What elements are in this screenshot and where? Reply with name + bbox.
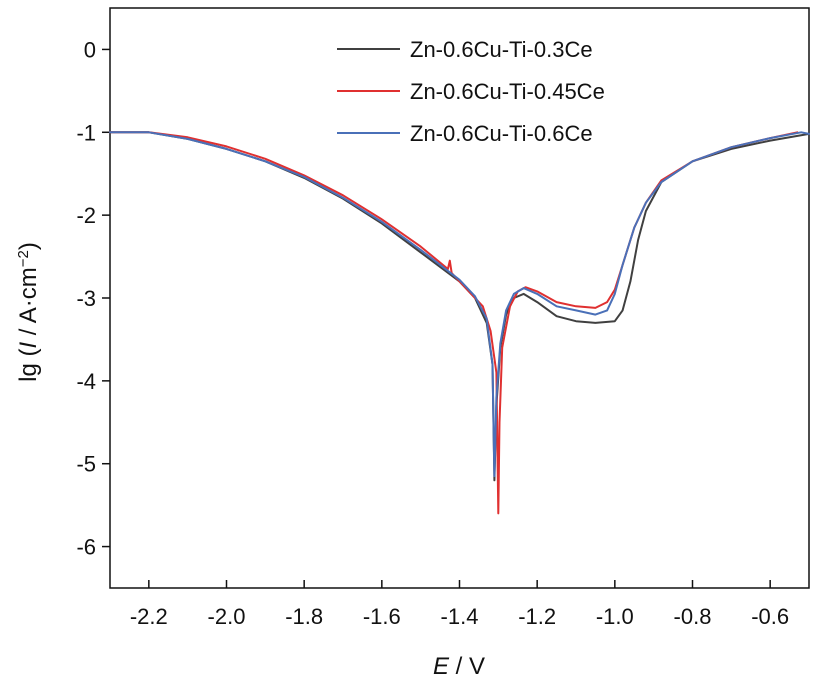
plot-lines [109,131,810,515]
x-tick-label: -0.6 [751,604,789,629]
x-tick-label: -2.2 [130,604,168,629]
x-tick-label: -1.6 [363,604,401,629]
y-tick-label: -4 [76,369,96,394]
x-tick-label: -1.4 [441,604,479,629]
legend-label: Zn-0.6Cu-Ti-0.45Ce [410,79,605,104]
series-line [109,131,810,478]
x-axis: -2.2 -2.0 -1.8 -1.6 -1.4 -1.2 -1.0 -0.8 -0.6 [130,580,789,629]
legend: Zn-0.6Cu-Ti-0.3Ce Zn-0.6Cu-Ti-0.45Ce Zn-0.… [337,37,605,146]
series-line [109,131,799,515]
x-tick-label: -0.8 [674,604,712,629]
y-tick-label: 0 [84,37,96,62]
y-tick-label: -2 [76,203,96,228]
legend-label: Zn-0.6Cu-Ti-0.3Ce [410,37,593,62]
series-line [109,131,810,482]
x-tick-label: -2.0 [208,604,246,629]
y-tick-label: -3 [76,286,96,311]
y-tick-label: -1 [76,120,96,145]
y-tick-label: -6 [76,535,96,560]
legend-label: Zn-0.6Cu-Ti-0.6Ce [410,121,593,146]
y-axis-title: lg (I / A·cm−2) [15,242,43,382]
y-axis: 0 -1 -2 -3 -4 -5 -6 [76,37,110,560]
x-tick-label: -1.8 [285,604,323,629]
x-axis-title: E / V [433,653,485,680]
x-tick-label: -1.2 [518,604,556,629]
y-tick-label: -5 [76,452,96,477]
x-tick-label: -1.0 [596,604,634,629]
